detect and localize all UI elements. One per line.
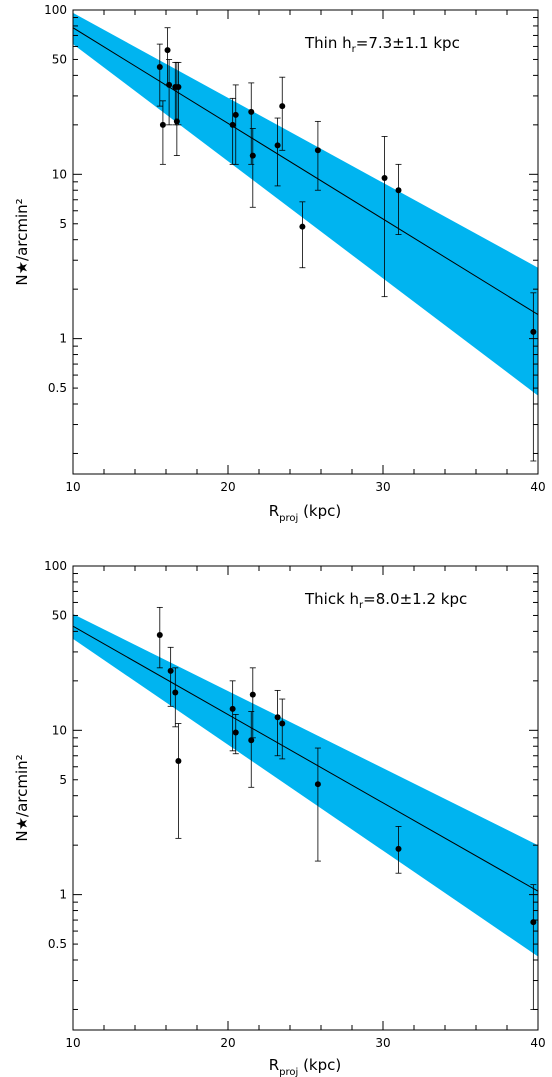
data-marker — [530, 329, 536, 335]
data-marker — [174, 118, 180, 124]
data-marker — [275, 714, 281, 720]
uncertainty-band-layer — [73, 614, 538, 957]
data-marker — [175, 84, 181, 90]
y-tick-label: 5 — [59, 217, 67, 231]
fit-line-layer — [73, 626, 538, 891]
data-marker — [157, 64, 163, 70]
fit-annotation: Thick hr=8.0±1.2 kpc — [304, 590, 467, 611]
y-tick-label: 50 — [52, 608, 67, 622]
data-marker — [382, 175, 388, 181]
fit-line — [73, 626, 538, 891]
data-marker — [233, 112, 239, 118]
data-marker — [230, 122, 236, 128]
data-marker — [250, 153, 256, 159]
axis-ticks-layer: 10 20 30 40 0.5 1 5 10 50 100 — [44, 559, 546, 1050]
data-marker — [315, 147, 321, 153]
data-marker — [250, 692, 256, 698]
data-marker — [396, 846, 402, 852]
x-tick-label: 10 — [65, 1036, 80, 1050]
data-marker — [315, 781, 321, 787]
x-tick-label: 30 — [375, 1036, 390, 1050]
data-marker — [230, 706, 236, 712]
plot-frame — [73, 566, 538, 1030]
data-marker — [172, 689, 178, 695]
fit-line — [73, 28, 538, 315]
fit-annotation: Thin hr=7.3±1.1 kpc — [304, 34, 460, 55]
data-marker — [299, 224, 305, 230]
data-marker — [279, 103, 285, 109]
x-tick-label: 20 — [220, 480, 235, 494]
y-tick-label: 1 — [59, 888, 67, 902]
y-tick-label: 50 — [52, 52, 67, 66]
x-axis-label: Rproj (kpc) — [269, 502, 342, 524]
y-tick-label: 10 — [52, 167, 67, 181]
data-marker — [279, 721, 285, 727]
y-tick-label: 0.5 — [48, 381, 67, 395]
data-marker — [248, 109, 254, 115]
uncertainty-band — [73, 614, 538, 957]
y-tick-label: 10 — [52, 723, 67, 737]
data-point — [175, 724, 181, 839]
x-tick-label: 30 — [375, 480, 390, 494]
x-tick-label: 20 — [220, 1036, 235, 1050]
data-marker — [168, 668, 174, 674]
y-tick-label: 5 — [59, 773, 67, 787]
x-tick-label: 10 — [65, 480, 80, 494]
y-tick-label: 0.5 — [48, 937, 67, 951]
data-marker — [166, 82, 172, 88]
y-tick-label: 100 — [44, 3, 67, 17]
y-axis-label: N★/arcmin² — [13, 198, 31, 285]
data-marker — [157, 632, 163, 638]
data-marker — [165, 47, 171, 53]
panel-thin: 10 20 30 40 0.5 1 5 10 50 100 Thin hr=7.3±1.1 kpc… — [13, 3, 546, 524]
data-marker — [233, 729, 239, 735]
data-marker — [160, 122, 166, 128]
y-axis-label: N★/arcmin² — [13, 754, 31, 841]
y-tick-label: 1 — [59, 332, 67, 346]
data-marker — [396, 187, 402, 193]
data-marker — [175, 758, 181, 764]
y-tick-label: 100 — [44, 559, 67, 573]
x-tick-label: 40 — [530, 1036, 545, 1050]
panel-thick: 10 20 30 40 0.5 1 5 10 50 100 Thick hr=8.0±1.2 kp… — [13, 559, 546, 1077]
fit-line-layer — [73, 28, 538, 315]
x-axis-label: Rproj (kpc) — [269, 1056, 342, 1077]
data-marker — [275, 142, 281, 148]
x-tick-label: 40 — [530, 480, 545, 494]
